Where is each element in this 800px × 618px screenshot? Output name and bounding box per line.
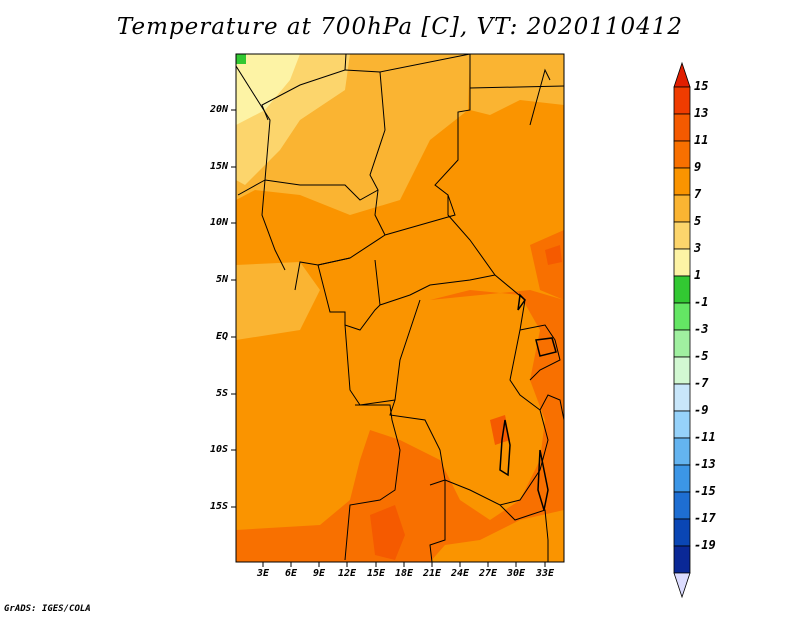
- colorbar-swatch: [673, 194, 691, 223]
- colorbar-label: 7: [694, 187, 702, 201]
- boundary-10: [374, 259, 496, 306]
- lon-label-30e: 30E: [506, 568, 526, 579]
- boundary-2: [261, 54, 347, 121]
- colorbar-swatch: [673, 383, 691, 412]
- lon-label-27e: 27E: [478, 568, 498, 579]
- lat-ticks: [231, 109, 236, 508]
- lon-label-3e: 3E: [256, 568, 270, 579]
- colorbar-label: -13: [694, 457, 716, 471]
- colorbar-label: -1: [694, 295, 709, 309]
- field-1-3-spot: [236, 54, 246, 64]
- field-11-13: [236, 290, 564, 562]
- lat-label-20n: 20N: [209, 104, 228, 115]
- field-13-15-northeast: [545, 245, 562, 265]
- colorbar-swatch: [673, 275, 691, 304]
- lon-label-6e: 6E: [284, 568, 298, 579]
- field-7-9-west: [236, 262, 320, 340]
- lon-label-9e: 9E: [312, 568, 326, 579]
- credit-text: GrADS: IGES/COLA: [4, 604, 91, 614]
- boundary-17: [539, 394, 564, 421]
- colorbar: [673, 61, 691, 599]
- lat-label-15s: 15S: [209, 501, 228, 512]
- lat-label-15n: 15N: [209, 161, 228, 172]
- colorbar-label: 15: [694, 79, 709, 93]
- lon-ticks: [262, 562, 546, 567]
- colorbar-swatch: [673, 248, 691, 277]
- lon-label-21e: 21E: [422, 568, 442, 579]
- colorbar-label: 9: [694, 160, 702, 174]
- lat-label-10s: 10S: [209, 444, 228, 455]
- colorbar-swatch: [673, 356, 691, 385]
- lon-label-12e: 12E: [337, 568, 357, 579]
- colorbar-label: -11: [694, 430, 716, 444]
- temperature-field: [236, 54, 564, 562]
- colorbar-label: -3: [694, 322, 709, 336]
- lat-label-5s: 5S: [215, 388, 228, 399]
- boundary-9: [384, 194, 456, 236]
- colorbar-swatch: [673, 302, 691, 331]
- colorbar-swatch: [673, 86, 691, 115]
- colorbar-bottom-arrow: [673, 572, 691, 599]
- colorbar-label: -9: [694, 403, 709, 417]
- colorbar-swatch: [673, 167, 691, 196]
- colorbar-label: 3: [694, 241, 702, 255]
- boundary-11: [317, 257, 381, 331]
- field-7-9-northeast: [470, 54, 564, 115]
- lake-albert: [517, 293, 526, 311]
- field-3-5-north: [236, 54, 300, 125]
- colorbar-top-arrow: [673, 61, 691, 88]
- colorbar-label: -15: [694, 484, 716, 498]
- colorbar-label: 13: [694, 106, 709, 120]
- lake-victoria: [535, 337, 557, 357]
- field-13-15-south: [370, 505, 405, 560]
- colorbar-swatch: [673, 518, 691, 547]
- lat-label-eq: EQ: [215, 331, 228, 342]
- boundary-13: [389, 299, 549, 506]
- boundary-18: [519, 324, 561, 381]
- lon-label-24e: 24E: [450, 568, 470, 579]
- lake-tanganyika: [499, 419, 511, 477]
- colorbar-label: 1: [694, 268, 702, 282]
- colorbar-label: -17: [694, 511, 716, 525]
- lon-label-33e: 33E: [535, 568, 555, 579]
- colorbar-swatch: [673, 329, 691, 358]
- colorbar-swatch: [673, 545, 691, 574]
- colorbar-swatch: [673, 410, 691, 439]
- colorbar-swatch: [673, 437, 691, 466]
- map-title: Temperature at 700hPa [C], VT: 202011041…: [116, 14, 684, 40]
- colorbar-swatch: [673, 140, 691, 169]
- colorbar-swatch: [673, 491, 691, 520]
- colorbar-swatch: [673, 464, 691, 493]
- lat-label-5n: 5N: [215, 274, 228, 285]
- boundary-6: [264, 179, 379, 201]
- boundary-19: [529, 68, 551, 126]
- boundary-5: [469, 85, 564, 89]
- colorbar-label: 5: [694, 214, 702, 228]
- boundary-16: [499, 504, 549, 562]
- lon-label-18e: 18E: [394, 568, 414, 579]
- boundary-1: [236, 54, 271, 196]
- colorbar-label: -7: [694, 376, 709, 390]
- colorbar-swatch: [673, 113, 691, 142]
- boundary-7: [261, 179, 286, 271]
- country-boundaries: [236, 54, 564, 562]
- lat-label-10n: 10N: [209, 217, 228, 228]
- lakes: [499, 293, 557, 511]
- boundary-14: [344, 404, 401, 561]
- boundary-15: [429, 479, 446, 562]
- lake-malawi: [537, 449, 549, 511]
- colorbar-label: 11: [694, 133, 709, 147]
- lon-label-15e: 15E: [366, 568, 386, 579]
- colorbar-label: -19: [694, 538, 716, 552]
- colorbar-label: -5: [694, 349, 709, 363]
- boundary-4: [379, 54, 526, 301]
- colorbar-swatch: [673, 221, 691, 250]
- map-frame: [235, 53, 565, 563]
